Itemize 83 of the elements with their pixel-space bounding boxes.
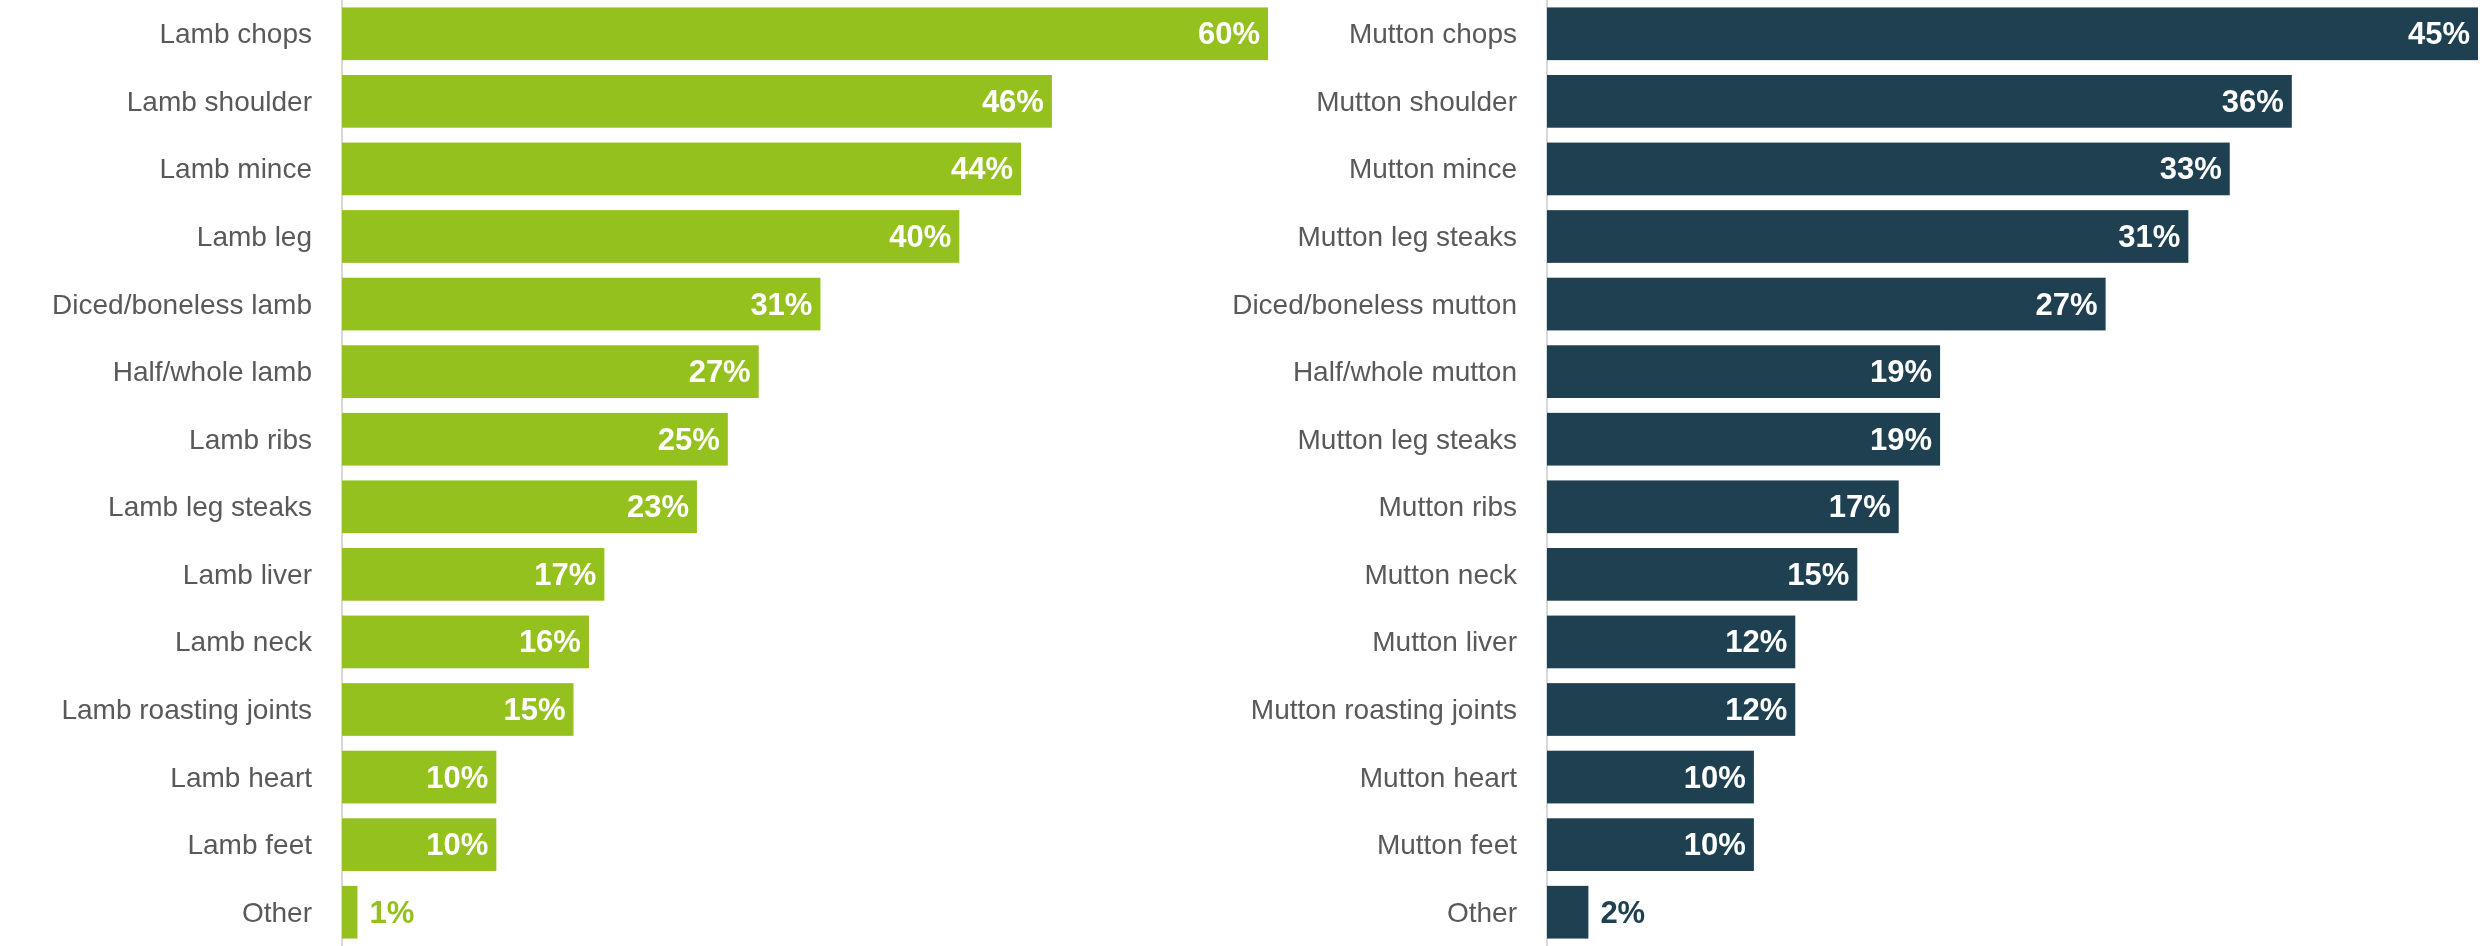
data-label: 10% <box>1683 759 1746 795</box>
data-label: 10% <box>426 827 489 863</box>
data-label: 12% <box>1725 624 1788 660</box>
y-tick-label: Mutton leg steaks <box>1297 423 1517 455</box>
data-label: 45% <box>2407 16 2470 52</box>
y-tick-label: Mutton neck <box>1364 558 1518 590</box>
bar <box>342 885 358 939</box>
y-tick-label: Lamb heart <box>170 761 313 793</box>
bar <box>342 818 497 871</box>
bar <box>342 75 1052 128</box>
bar <box>1547 750 1754 804</box>
bar <box>342 412 728 466</box>
bar <box>1547 7 2478 61</box>
y-tick-label: Mutton shoulder <box>1316 85 1517 117</box>
y-tick-label: Lamb neck <box>175 626 313 658</box>
y-tick-label: Mutton chops <box>1348 18 1517 50</box>
bar <box>342 480 697 534</box>
bar <box>342 142 1022 196</box>
bar <box>1547 480 1899 534</box>
y-tick-label: Mutton liver <box>1372 626 1517 658</box>
data-label: 33% <box>2159 151 2222 187</box>
bar <box>1547 885 1589 939</box>
bar <box>342 683 574 736</box>
y-tick-label: Other <box>1446 896 1517 928</box>
y-tick-label: Lamb feet <box>187 829 313 861</box>
y-tick-label: Lamb chops <box>159 18 312 50</box>
bar <box>1547 548 1858 601</box>
bar <box>342 548 605 601</box>
data-label: 10% <box>426 759 489 795</box>
data-label: 1% <box>369 894 415 930</box>
bar <box>1547 75 2292 128</box>
bar <box>342 7 1268 61</box>
y-tick-label: Mutton mince <box>1348 153 1517 185</box>
data-label: 15% <box>503 692 566 727</box>
y-tick-label: Mutton ribs <box>1378 491 1517 523</box>
data-label: 16% <box>518 624 581 660</box>
data-label: 27% <box>2035 286 2098 322</box>
y-tick-label: Lamb liver <box>182 558 312 590</box>
y-tick-label: Diced/boneless mutton <box>1232 288 1517 320</box>
data-label: 46% <box>981 83 1044 119</box>
data-label: 44% <box>951 151 1014 187</box>
bar <box>342 345 759 398</box>
y-tick-label: Lamb mince <box>159 153 312 185</box>
data-label: 17% <box>1828 489 1891 525</box>
y-tick-label: Other <box>241 896 312 928</box>
y-tick-label: Lamb leg steaks <box>108 491 312 523</box>
bar <box>1547 142 2230 196</box>
bar <box>342 615 589 669</box>
bar <box>342 277 821 331</box>
bar <box>1547 615 1796 669</box>
data-label: 36% <box>2221 83 2284 119</box>
data-label: 19% <box>1870 354 1933 390</box>
y-tick-label: Half/whole mutton <box>1292 356 1517 388</box>
bar <box>1547 277 2106 331</box>
data-label: 19% <box>1870 421 1933 457</box>
data-label: 2% <box>1600 894 1646 930</box>
y-tick-label: Lamb shoulder <box>126 85 312 117</box>
y-tick-label: Mutton feet <box>1376 829 1518 861</box>
bar <box>1547 210 2189 263</box>
data-label: 25% <box>657 421 720 457</box>
bar <box>342 210 960 263</box>
y-tick-label: Diced/boneless lamb <box>52 288 312 320</box>
data-label: 17% <box>534 556 597 592</box>
data-label: 60% <box>1197 16 1260 52</box>
data-label: 15% <box>1787 556 1850 592</box>
y-tick-label: Mutton leg steaks <box>1297 221 1517 252</box>
data-label: 31% <box>750 286 813 322</box>
data-label: 23% <box>626 489 689 525</box>
data-label: 12% <box>1725 692 1788 727</box>
bar <box>1547 412 1941 466</box>
data-label: 27% <box>688 354 751 390</box>
bar <box>1547 818 1754 871</box>
y-tick-label: Mutton heart <box>1359 761 1518 793</box>
y-tick-label: Lamb ribs <box>189 423 312 455</box>
y-tick-label: Half/whole lamb <box>112 356 312 388</box>
y-tick-label: Lamb roasting joints <box>61 694 312 725</box>
data-label: 31% <box>2118 219 2181 254</box>
y-tick-label: Mutton roasting joints <box>1250 694 1517 725</box>
y-tick-label: Lamb leg <box>196 221 312 252</box>
data-label: 40% <box>889 219 952 254</box>
bar <box>1547 683 1796 736</box>
data-label: 10% <box>1683 827 1746 863</box>
bar <box>1547 345 1941 398</box>
